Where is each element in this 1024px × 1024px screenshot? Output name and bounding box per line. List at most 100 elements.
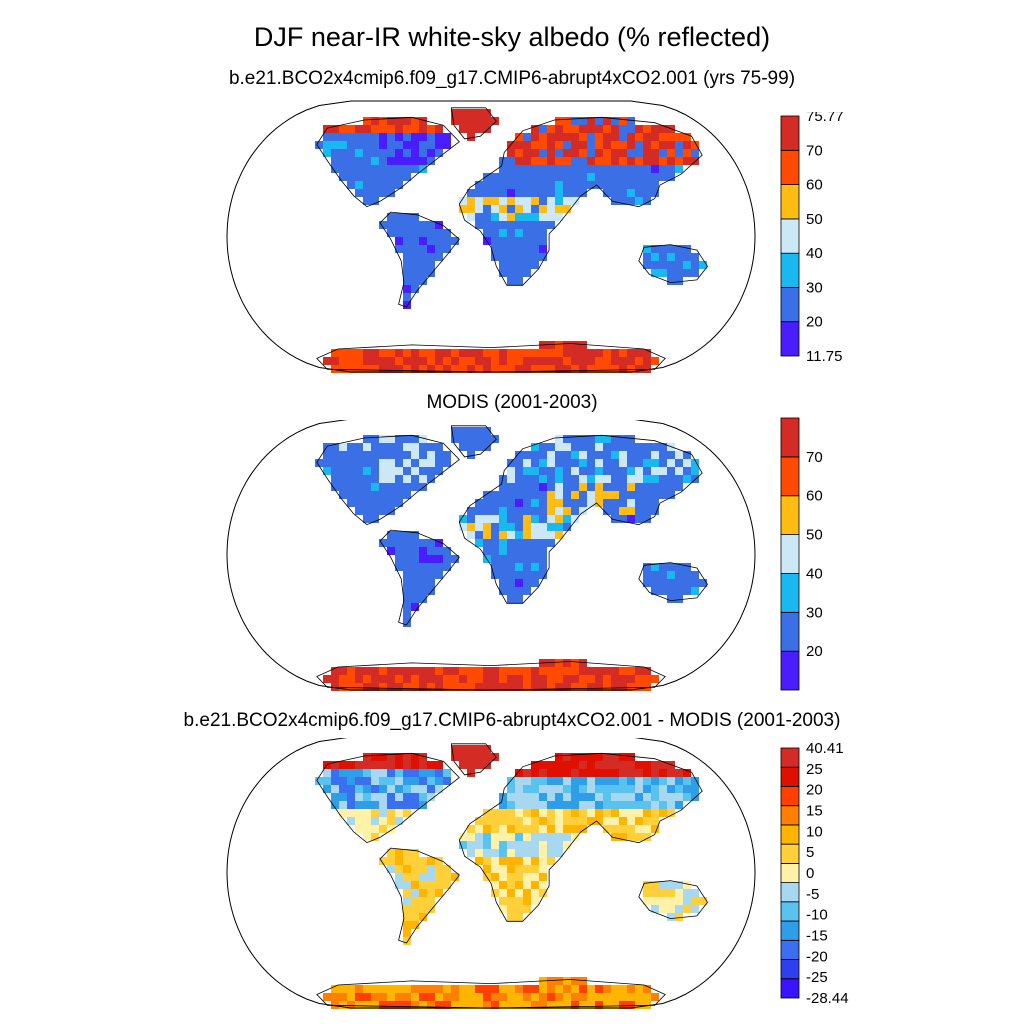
map-cell <box>523 205 531 213</box>
map-cell <box>507 491 515 499</box>
map-cell <box>603 683 611 691</box>
map-cell <box>587 761 595 769</box>
map-cell <box>515 595 523 603</box>
map-cell <box>459 761 467 769</box>
map-cell <box>395 459 403 467</box>
map-cell <box>515 889 523 897</box>
map-cell <box>691 269 699 277</box>
map-cell <box>395 555 403 563</box>
map-cell <box>595 761 603 769</box>
map-cell <box>667 579 675 587</box>
map-cell <box>483 675 491 683</box>
map-cell <box>411 761 419 769</box>
map-cell <box>563 189 571 197</box>
map-cell <box>627 785 635 793</box>
map-cell <box>515 523 523 531</box>
map-cell <box>603 499 611 507</box>
map-cell <box>627 467 635 475</box>
map-cell <box>635 985 643 993</box>
map-cell <box>603 357 611 365</box>
map-cell <box>635 181 643 189</box>
map-cell <box>371 777 379 785</box>
map-cell <box>587 157 595 165</box>
map-cell <box>507 905 515 913</box>
map-cell <box>475 539 483 547</box>
map-cell <box>363 785 371 793</box>
map-cell <box>659 897 667 905</box>
map-cell <box>603 993 611 1001</box>
map-cell <box>563 515 571 523</box>
map-cell <box>491 571 499 579</box>
map-cell <box>515 253 523 261</box>
map-cell <box>435 349 443 357</box>
map-cell <box>427 865 435 873</box>
map-cell <box>515 245 523 253</box>
map-cell <box>579 483 587 491</box>
map-cell <box>595 467 603 475</box>
map-cell <box>499 205 507 213</box>
map-cell <box>475 109 483 117</box>
map-cell <box>531 229 539 237</box>
map-cell <box>539 1001 547 1009</box>
map-cell <box>347 761 355 769</box>
map-cell <box>619 683 627 691</box>
map-cell <box>379 801 387 809</box>
map-cell <box>395 985 403 993</box>
map-cell <box>403 459 411 467</box>
map-cell <box>411 905 419 913</box>
map-cell <box>379 817 387 825</box>
map-cell <box>507 889 515 897</box>
map-cell <box>507 467 515 475</box>
map-cell <box>523 197 531 205</box>
map-cell <box>555 133 563 141</box>
map-cell <box>403 269 411 277</box>
map-cell <box>579 443 587 451</box>
map-cell <box>539 125 547 133</box>
map-cell <box>515 237 523 245</box>
map-cell <box>547 1001 555 1009</box>
map-cell <box>411 261 419 269</box>
map-cell <box>531 563 539 571</box>
map-cell <box>379 993 387 1001</box>
colorbar-label: -28.44 <box>806 990 849 1007</box>
map-cell <box>627 181 635 189</box>
map-cell <box>587 801 595 809</box>
map-cell <box>627 777 635 785</box>
map-cell <box>363 667 371 675</box>
map-cell <box>443 451 451 459</box>
map-cell <box>491 197 499 205</box>
map-cell <box>435 149 443 157</box>
map-cell <box>547 341 555 349</box>
map-cell <box>499 515 507 523</box>
map-cell <box>547 809 555 817</box>
map-cell <box>347 1001 355 1009</box>
map-cell <box>355 825 363 833</box>
map-cell <box>387 165 395 173</box>
map-cell <box>363 141 371 149</box>
map-cell <box>483 523 491 531</box>
map-cell <box>371 141 379 149</box>
map-cell <box>499 865 507 873</box>
map-cell <box>571 499 579 507</box>
map-cell <box>579 133 587 141</box>
map-cell <box>531 993 539 1001</box>
map-cell <box>467 825 475 833</box>
map-cell <box>379 777 387 785</box>
map-cell <box>507 667 515 675</box>
map-cell <box>371 157 379 165</box>
map-cell <box>475 365 483 373</box>
map-cell <box>651 889 659 897</box>
map-cell <box>603 165 611 173</box>
map-cell <box>587 769 595 777</box>
map-cell <box>395 483 403 491</box>
map-cell <box>515 459 523 467</box>
map-cell <box>467 349 475 357</box>
map-cell <box>507 149 515 157</box>
map-cell <box>611 133 619 141</box>
map-cell <box>459 109 467 117</box>
map-cell <box>595 675 603 683</box>
map-cell <box>531 523 539 531</box>
map-cell <box>587 141 595 149</box>
map-cell <box>499 221 507 229</box>
